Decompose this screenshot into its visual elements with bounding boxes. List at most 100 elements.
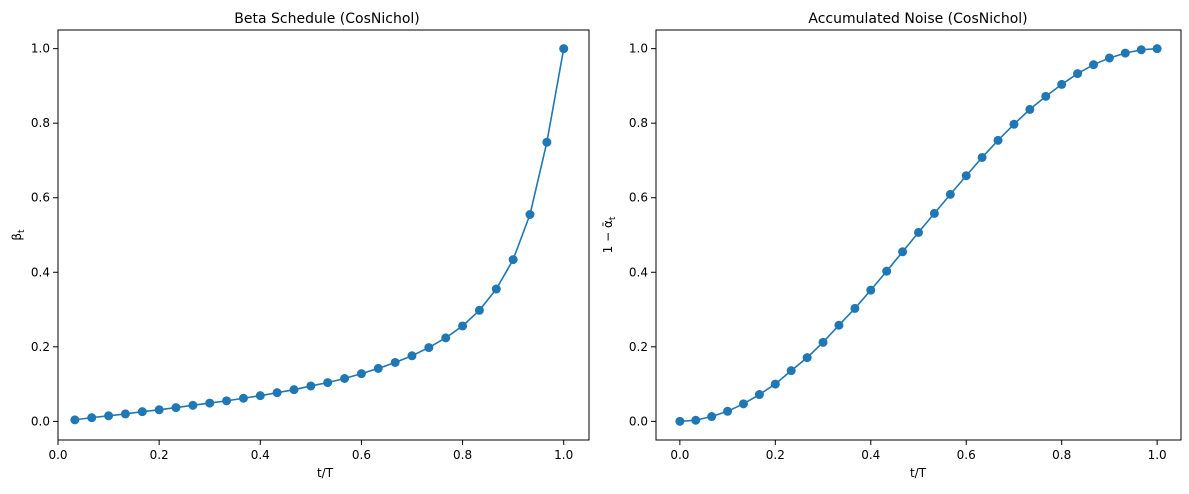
y-tick-label: 0.8 xyxy=(31,116,50,130)
data-point xyxy=(850,303,860,313)
data-point xyxy=(977,152,987,162)
data-point xyxy=(834,320,844,330)
chart-title: Beta Schedule (CosNichol) xyxy=(234,11,419,27)
x-tick-label: 1.0 xyxy=(1148,448,1167,462)
plot-area: 0.0 0.2 0.4 0.6 0.8 1.0 0.0 0.2 0.4 0.6 0.8 1.0 xyxy=(31,42,573,462)
data-point xyxy=(961,171,971,181)
data-point xyxy=(171,403,181,413)
x-tick-label: 0.6 xyxy=(957,448,976,462)
data-point xyxy=(898,247,908,257)
data-point xyxy=(289,385,299,395)
y-axis-label-main: β xyxy=(10,233,24,241)
data-point xyxy=(559,44,569,54)
data-point xyxy=(1136,45,1146,55)
data-point xyxy=(424,343,434,353)
x-tick-label: 0.4 xyxy=(861,448,880,462)
plot-frame xyxy=(655,29,1182,441)
x-tick-label: 0.2 xyxy=(766,448,785,462)
data-point xyxy=(1057,79,1067,89)
data-point xyxy=(87,413,97,423)
data-point xyxy=(691,415,701,425)
x-tick-label: 0.4 xyxy=(251,448,270,462)
data-point xyxy=(356,369,366,379)
data-point xyxy=(675,416,685,426)
x-tick-label: 0.2 xyxy=(150,448,169,462)
x-axis-label: t/T xyxy=(317,466,334,480)
data-point xyxy=(458,321,468,331)
plot-area: 0.0 0.2 0.4 0.6 0.8 1.0 0.0 0.2 0.4 0.6 0.8 1.0 xyxy=(629,42,1167,462)
data-point xyxy=(707,412,717,422)
y-tick-label: 0.8 xyxy=(629,116,648,130)
data-point xyxy=(137,407,147,417)
data-point xyxy=(188,400,198,410)
data-point xyxy=(882,266,892,276)
data-point xyxy=(914,227,923,237)
data-point xyxy=(542,137,552,147)
data-point xyxy=(373,363,383,373)
data-point xyxy=(340,374,350,383)
data-point xyxy=(738,399,748,409)
series-line xyxy=(74,48,565,421)
beta-schedule-chart: Beta Schedule (CosNichol) 0.0 0.2 0.4 0.6 0.… xyxy=(10,11,590,480)
data-point xyxy=(770,379,780,389)
y-axis-label: βt xyxy=(10,229,27,241)
y-axis-label-sub: t xyxy=(608,216,618,220)
y-axis-label: 1 − ᾱt xyxy=(601,216,618,253)
data-point xyxy=(104,411,114,421)
data-point xyxy=(1041,91,1051,101)
x-tick-label: 0.8 xyxy=(1052,448,1071,462)
y-tick-label: 0.6 xyxy=(31,191,50,205)
x-tick-label: 0.0 xyxy=(670,448,689,462)
data-point xyxy=(818,337,828,347)
data-point xyxy=(70,415,80,425)
data-point xyxy=(390,357,400,367)
y-tick-label: 0.0 xyxy=(31,414,50,428)
data-point xyxy=(786,366,796,376)
data-point xyxy=(306,381,316,391)
plot-frame xyxy=(57,29,590,441)
y-tick-label: 0.2 xyxy=(629,340,648,354)
data-point xyxy=(272,388,282,398)
data-point xyxy=(154,405,164,415)
data-point xyxy=(120,409,130,419)
y-axis-label-sub: t xyxy=(17,229,27,233)
data-point xyxy=(255,391,265,401)
accumulated-noise-chart: Accumulated Noise (CosNichol) 0.0 0.2 0.4 0… xyxy=(601,11,1182,480)
x-tick-label: 0.6 xyxy=(352,448,371,462)
y-tick-label: 0.2 xyxy=(31,340,50,354)
data-point xyxy=(1120,48,1130,58)
x-tick-label: 1.0 xyxy=(554,448,573,462)
data-point xyxy=(754,390,764,400)
data-point xyxy=(491,284,501,294)
data-point xyxy=(323,378,333,388)
data-point xyxy=(1104,53,1114,63)
data-point xyxy=(723,406,733,416)
data-point xyxy=(525,210,535,219)
data-point xyxy=(474,305,484,315)
y-tick-label: 0.0 xyxy=(629,414,648,428)
y-tick-label: 0.6 xyxy=(629,191,648,205)
x-tick-label: 0.8 xyxy=(453,448,472,462)
data-point xyxy=(238,393,248,403)
data-point xyxy=(205,398,215,408)
x-axis-label: t/T xyxy=(910,466,927,480)
y-tick-label: 0.4 xyxy=(31,265,50,279)
data-point xyxy=(1152,44,1162,54)
x-tick-label: 0.0 xyxy=(48,448,67,462)
data-point xyxy=(1073,69,1083,79)
y-tick-label: 0.4 xyxy=(629,265,648,279)
data-point xyxy=(866,285,876,295)
data-point xyxy=(945,189,955,199)
y-tick-label: 1.0 xyxy=(31,42,50,56)
data-point xyxy=(802,353,812,363)
data-point xyxy=(441,333,451,343)
data-point xyxy=(1089,60,1099,70)
data-point xyxy=(993,135,1003,145)
data-point xyxy=(929,208,939,218)
data-point xyxy=(222,396,232,406)
y-tick-label: 1.0 xyxy=(629,42,648,56)
y-axis-label-main: 1 − ᾱ xyxy=(601,220,615,253)
chart-title: Accumulated Noise (CosNichol) xyxy=(808,11,1027,27)
